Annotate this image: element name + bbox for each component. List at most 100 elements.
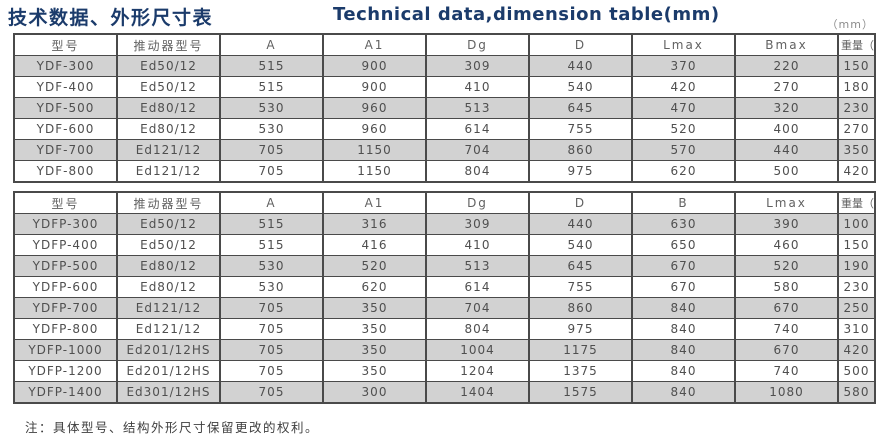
- value-cell: 804: [425, 318, 530, 340]
- value-cell: 180: [837, 76, 876, 98]
- value-cell: 755: [528, 276, 633, 298]
- value-cell: 220: [734, 55, 839, 77]
- value-cell: 420: [837, 160, 876, 183]
- column-header: A1: [322, 33, 427, 56]
- model-cell: YDF-800: [13, 160, 118, 183]
- value-cell: 705: [219, 160, 324, 183]
- table-row: YDFP-700 Ed121/12 705 350 704 860 840 670 250: [13, 297, 876, 319]
- value-cell: 513: [425, 97, 530, 119]
- unit-label: （mm）: [826, 18, 874, 31]
- value-cell: 350: [322, 297, 427, 319]
- table-row: YDF-300 Ed50/12 515 900 309 440 370 220 150: [13, 55, 876, 77]
- value-cell: Ed50/12: [116, 55, 221, 77]
- value-cell: 400: [734, 118, 839, 140]
- value-cell: 500: [734, 160, 839, 183]
- value-cell: 513: [425, 255, 530, 277]
- value-cell: 705: [219, 339, 324, 361]
- column-header: 型号: [13, 33, 118, 56]
- value-cell: 1404: [425, 381, 530, 404]
- page-title-chinese: 技术数据、外形尺寸表: [8, 7, 214, 29]
- table-row: YDFP-800 Ed121/12 705 350 804 975 840 740 310: [13, 318, 876, 340]
- value-cell: 705: [219, 360, 324, 382]
- value-cell: 309: [425, 213, 530, 235]
- model-cell: YDF-400: [13, 76, 118, 98]
- column-header: A: [219, 33, 324, 56]
- column-header: Lmax: [734, 191, 839, 214]
- value-cell: 580: [734, 276, 839, 298]
- model-cell: YDFP-400: [13, 234, 118, 256]
- value-cell: 860: [528, 297, 633, 319]
- value-cell: Ed80/12: [116, 255, 221, 277]
- value-cell: 740: [734, 318, 839, 340]
- table-row: YDF-700 Ed121/12 705 1150 704 860 570 440 350: [13, 139, 876, 161]
- value-cell: 270: [734, 76, 839, 98]
- value-cell: 250: [837, 297, 876, 319]
- value-cell: Ed121/12: [116, 297, 221, 319]
- value-cell: 620: [322, 276, 427, 298]
- table-row: YDF-800 Ed121/12 705 1150 804 975 620 500 420: [13, 160, 876, 183]
- model-cell: YDF-300: [13, 55, 118, 77]
- value-cell: 309: [425, 55, 530, 77]
- model-cell: YDF-600: [13, 118, 118, 140]
- value-cell: 740: [734, 360, 839, 382]
- value-cell: 960: [322, 97, 427, 119]
- table-row: YDFP-300 Ed50/12 515 316 309 440 630 390 100: [13, 213, 876, 235]
- value-cell: Ed121/12: [116, 139, 221, 161]
- value-cell: 645: [528, 97, 633, 119]
- value-cell: 1150: [322, 160, 427, 183]
- value-cell: 645: [528, 255, 633, 277]
- value-cell: 420: [631, 76, 736, 98]
- column-header: D: [528, 191, 633, 214]
- page-title-english: Technical data,dimension table(mm): [333, 4, 720, 25]
- value-cell: 350: [837, 139, 876, 161]
- value-cell: Ed50/12: [116, 76, 221, 98]
- value-cell: Ed121/12: [116, 160, 221, 183]
- value-cell: 530: [219, 118, 324, 140]
- value-cell: 960: [322, 118, 427, 140]
- value-cell: 540: [528, 234, 633, 256]
- value-cell: 390: [734, 213, 839, 235]
- value-cell: 670: [734, 339, 839, 361]
- value-cell: 860: [528, 139, 633, 161]
- model-cell: YDF-700: [13, 139, 118, 161]
- column-header: Lmax: [631, 33, 736, 56]
- value-cell: 840: [631, 381, 736, 404]
- value-cell: 1575: [528, 381, 633, 404]
- value-cell: 470: [631, 97, 736, 119]
- column-header: B: [631, 191, 736, 214]
- column-header: D: [528, 33, 633, 56]
- value-cell: 370: [631, 55, 736, 77]
- value-cell: 440: [734, 139, 839, 161]
- table-row: YDFP-1400 Ed301/12HS 705 300 1404 1575 840 1080…: [13, 381, 876, 404]
- model-cell: YDFP-700: [13, 297, 118, 319]
- table-row: YDFP-1200 Ed201/12HS 705 350 1204 1375 840 740 5…: [13, 360, 876, 382]
- value-cell: 316: [322, 213, 427, 235]
- value-cell: 670: [734, 297, 839, 319]
- model-cell: YDFP-800: [13, 318, 118, 340]
- table-row: YDF-500 Ed80/12 530 960 513 645 470 320 230: [13, 97, 876, 119]
- value-cell: 705: [219, 381, 324, 404]
- value-cell: 530: [219, 276, 324, 298]
- value-cell: 515: [219, 76, 324, 98]
- value-cell: 705: [219, 139, 324, 161]
- value-cell: 670: [631, 276, 736, 298]
- value-cell: 500: [837, 360, 876, 382]
- value-cell: 614: [425, 118, 530, 140]
- column-header: 重量（kg）: [837, 191, 876, 214]
- value-cell: 975: [528, 160, 633, 183]
- value-cell: 840: [631, 318, 736, 340]
- value-cell: 1004: [425, 339, 530, 361]
- value-cell: 900: [322, 76, 427, 98]
- value-cell: 150: [837, 234, 876, 256]
- value-cell: 620: [631, 160, 736, 183]
- value-cell: 515: [219, 55, 324, 77]
- value-cell: 975: [528, 318, 633, 340]
- value-cell: 614: [425, 276, 530, 298]
- value-cell: 270: [837, 118, 876, 140]
- table-row: YDFP-500 Ed80/12 530 520 513 645 670 520 190: [13, 255, 876, 277]
